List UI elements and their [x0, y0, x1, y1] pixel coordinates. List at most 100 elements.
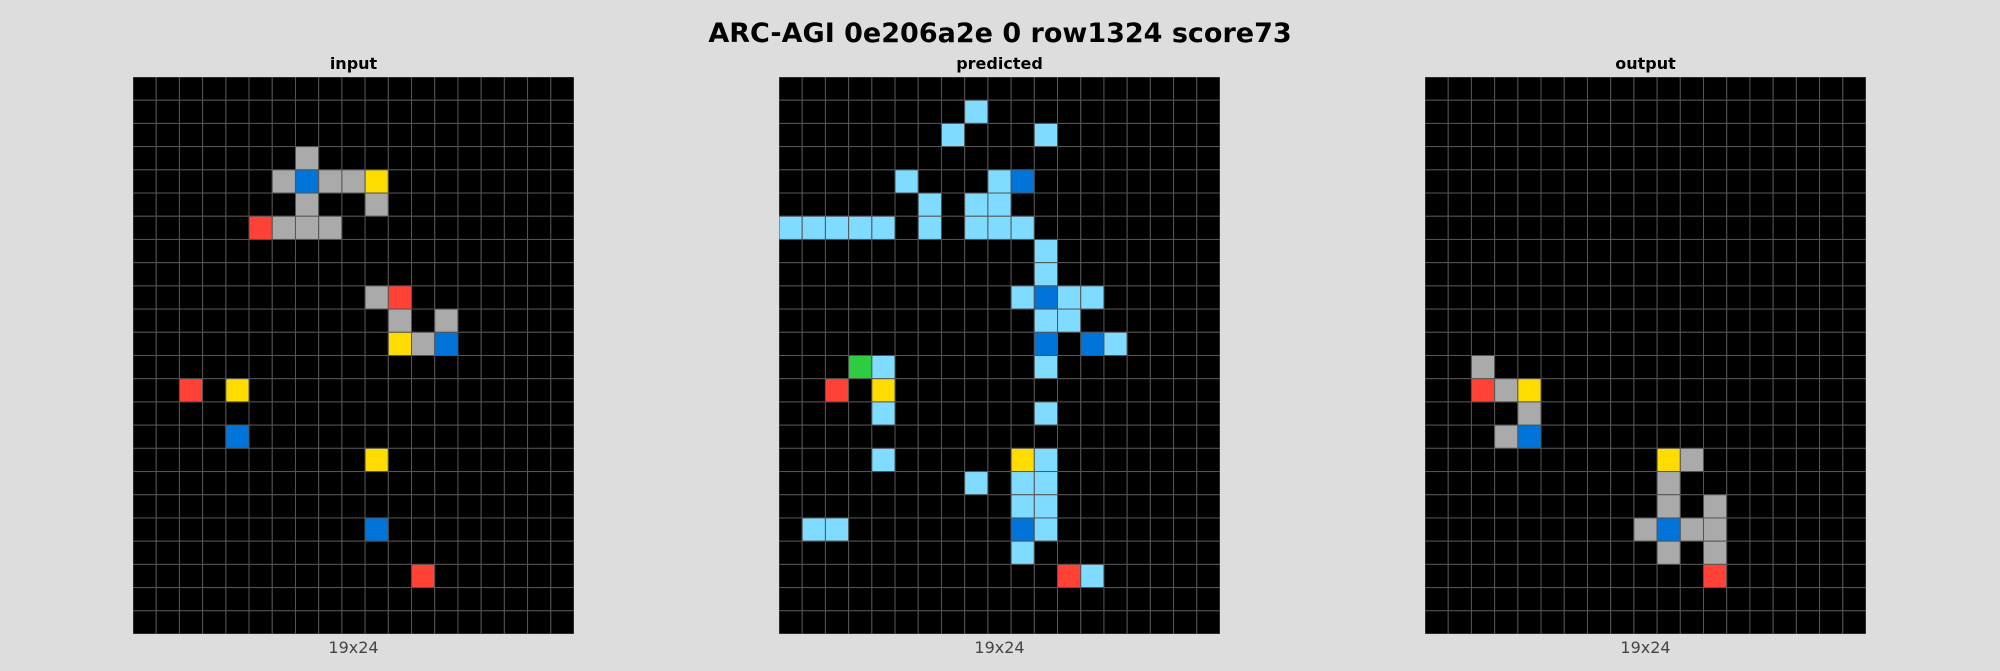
- grid-cell: [457, 215, 482, 240]
- grid-cell: [457, 563, 482, 589]
- grid-cell: [1610, 378, 1635, 403]
- grid-cell: [1057, 587, 1082, 612]
- grid-cell: [1703, 262, 1728, 287]
- grid-cell: [964, 401, 989, 426]
- grid-cell: [987, 77, 1012, 101]
- grid-cell: [1494, 77, 1519, 101]
- grid-cell: [1795, 447, 1821, 473]
- grid-cell: [1103, 401, 1128, 426]
- grid-cell: [364, 471, 389, 496]
- grid-cell: [318, 215, 343, 240]
- grid-cell: [1633, 262, 1658, 287]
- grid-cell: [824, 401, 850, 426]
- grid-cell: [202, 331, 227, 357]
- grid-cell: [917, 238, 942, 264]
- grid-cell: [1586, 285, 1612, 310]
- grid-cell: [1795, 378, 1821, 403]
- grid-cell: [1173, 77, 1198, 101]
- grid-cell: [940, 494, 966, 519]
- grid-input: [133, 77, 574, 634]
- grid-cell: [364, 610, 389, 634]
- grid-cell: [1010, 122, 1035, 148]
- grid-cell: [550, 610, 574, 634]
- grid-cell: [503, 122, 529, 148]
- grid-cell: [294, 308, 320, 333]
- grid-cell: [434, 122, 459, 148]
- grid-cell: [1517, 401, 1542, 426]
- grid-cell: [801, 494, 826, 519]
- grid-cell: [1196, 331, 1220, 357]
- grid-cell: [1173, 262, 1198, 287]
- grid-cell: [987, 610, 1012, 634]
- grid-cell: [940, 355, 966, 380]
- grid-cell: [294, 262, 320, 287]
- grid-cell: [1057, 308, 1082, 333]
- grid-cell: [1819, 192, 1844, 217]
- grid-cell: [1563, 146, 1588, 171]
- grid-cell: [1470, 517, 1496, 542]
- grid-cell: [871, 424, 896, 449]
- grid-cell: [318, 146, 343, 171]
- grid-cell: [1057, 122, 1082, 148]
- grid-cell: [1126, 238, 1151, 264]
- grid-cell: [1517, 308, 1542, 333]
- grid-cell: [1819, 424, 1844, 449]
- grid-cell: [987, 262, 1012, 287]
- grid-cell: [964, 146, 989, 171]
- grid-cell: [964, 169, 989, 194]
- grid-cell: [155, 587, 180, 612]
- grid-cell: [1679, 378, 1705, 403]
- grid-cell: [1447, 99, 1472, 124]
- grid-cell: [202, 122, 227, 148]
- grid-cell: [364, 146, 389, 171]
- grid-cell: [271, 471, 296, 496]
- grid-cell: [848, 262, 873, 287]
- grid-cell: [225, 331, 250, 357]
- grid-cell: [894, 355, 919, 380]
- grid-cell: [155, 192, 180, 217]
- grid-cell: [1772, 308, 1797, 333]
- grid-cell: [1703, 146, 1728, 171]
- grid-cell: [1103, 169, 1128, 194]
- grid-cell: [1679, 192, 1705, 217]
- grid-cell: [824, 424, 850, 449]
- grid-cell: [1447, 192, 1472, 217]
- grid-cell: [318, 424, 343, 449]
- grid-cell: [1586, 215, 1612, 240]
- grid-cell: [779, 401, 803, 426]
- grid-cell: [364, 447, 389, 473]
- grid-cell: [1103, 122, 1128, 148]
- grid-cell: [271, 99, 296, 124]
- grid-cell: [1540, 285, 1565, 310]
- grid-cell: [550, 471, 574, 496]
- grid-cell: [1726, 99, 1751, 124]
- grid-cell: [940, 447, 966, 473]
- grid-cell: [1842, 563, 1866, 589]
- grid-cell: [1633, 447, 1658, 473]
- grid-cell: [894, 99, 919, 124]
- grid-cell: [1494, 122, 1519, 148]
- grid-cell: [503, 517, 529, 542]
- grid-cell: [1819, 238, 1844, 264]
- grid-cell: [133, 146, 157, 171]
- grid-cell: [1057, 494, 1082, 519]
- grid-cell: [1126, 610, 1151, 634]
- grid-cell: [1173, 192, 1198, 217]
- grid-cell: [1173, 355, 1198, 380]
- grid-cell: [202, 285, 227, 310]
- grid-cell: [527, 122, 552, 148]
- grid-cell: [527, 447, 552, 473]
- grid-cell: [1425, 401, 1449, 426]
- grid-cell: [1494, 169, 1519, 194]
- grid-cell: [503, 401, 529, 426]
- grid-cell: [1470, 122, 1496, 148]
- grid-cell: [364, 378, 389, 403]
- grid-cell: [1749, 238, 1774, 264]
- grid-cell: [894, 146, 919, 171]
- grid-cell: [1749, 77, 1774, 101]
- grid-cell: [155, 238, 180, 264]
- grid-cell: [364, 517, 389, 542]
- grid-cell: [940, 122, 966, 148]
- grid-cell: [779, 424, 803, 449]
- grid-cell: [1633, 494, 1658, 519]
